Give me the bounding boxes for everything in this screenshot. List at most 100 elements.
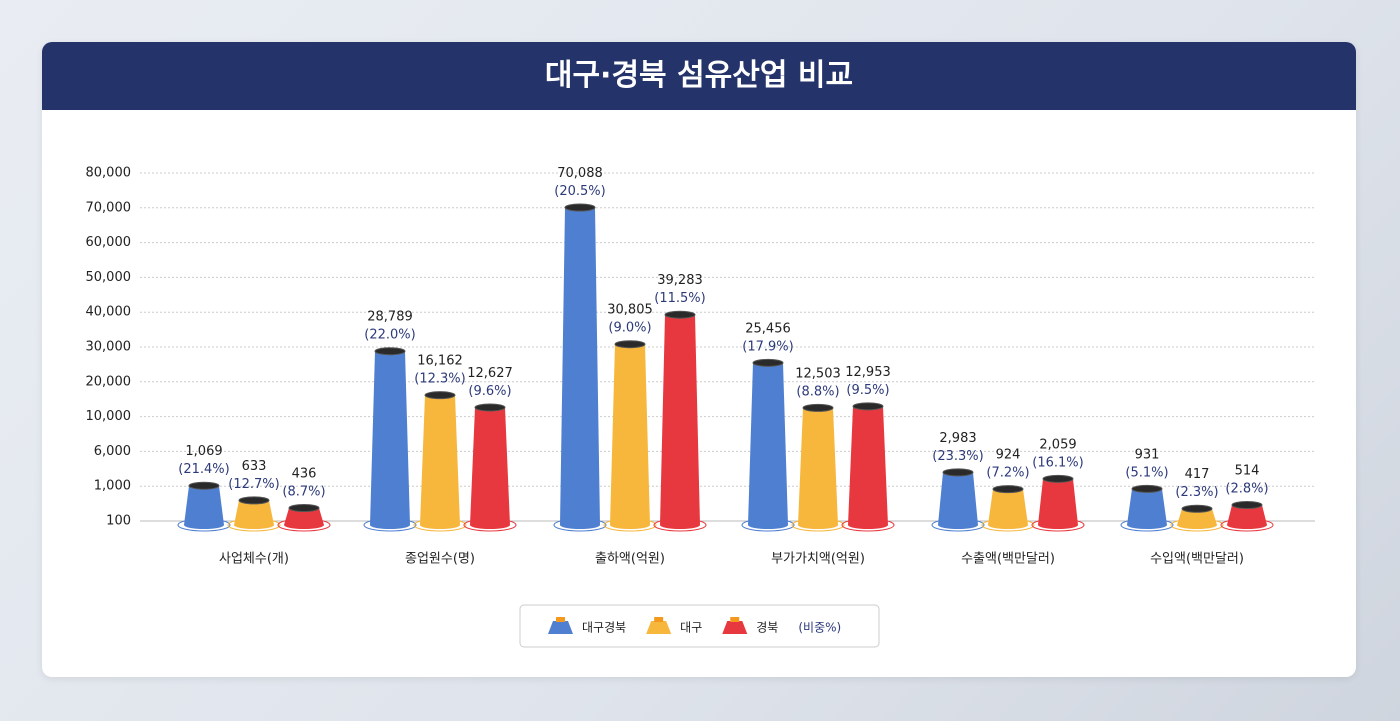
value-label: 25,456 (745, 321, 791, 336)
bar (938, 472, 978, 529)
value-label: 924 (996, 448, 1021, 463)
share-label: (12.3%) (414, 372, 465, 387)
bar (370, 351, 410, 529)
bar-top (1181, 504, 1213, 513)
bar-top (992, 485, 1024, 494)
value-label: 2,983 (939, 431, 976, 446)
value-label: 633 (242, 459, 267, 474)
bar-top (664, 310, 696, 319)
bar-top (942, 468, 974, 477)
bar-top (752, 358, 784, 367)
bar-top (1042, 474, 1074, 483)
share-label: (21.4%) (178, 462, 229, 477)
value-label: 12,503 (795, 366, 841, 381)
bar-top (238, 496, 270, 505)
share-label: (2.3%) (1175, 485, 1218, 500)
y-tick-label: 20,000 (86, 374, 132, 389)
share-label: (9.5%) (846, 383, 889, 398)
legend-label: 경북 (756, 621, 778, 635)
share-label: (17.9%) (742, 339, 793, 354)
legend-icon-top (654, 617, 664, 622)
share-label: (7.2%) (986, 466, 1029, 481)
bar-top (614, 340, 646, 349)
share-label: (11.5%) (654, 291, 705, 306)
bar-top (564, 203, 596, 212)
bar (660, 314, 700, 529)
share-label: (23.3%) (932, 449, 983, 464)
value-label: 436 (292, 467, 317, 482)
x-tick-label: 부가가치액(억원) (771, 552, 865, 567)
bar (848, 406, 888, 529)
bar (1227, 504, 1267, 529)
y-tick-label: 70,000 (86, 200, 132, 215)
value-label: 1,069 (185, 444, 222, 459)
y-tick-label: 100 (106, 514, 131, 529)
y-tick-label: 80,000 (86, 166, 132, 181)
value-label: 2,059 (1039, 437, 1076, 452)
legend-icon-top (556, 617, 565, 622)
y-tick-label: 30,000 (86, 340, 132, 355)
y-tick-label: 6,000 (94, 444, 131, 459)
value-label: 70,088 (557, 166, 603, 181)
bar-top (802, 403, 834, 412)
bar-top (374, 347, 406, 356)
bar (470, 407, 510, 529)
bar (1177, 508, 1217, 529)
share-label: (12.7%) (228, 477, 279, 492)
x-tick-label: 수출액(백만달러) (961, 552, 1055, 567)
bar-top (288, 504, 320, 513)
value-label: 514 (1235, 463, 1260, 478)
bar-top (852, 402, 884, 411)
share-label: (9.0%) (608, 321, 651, 336)
y-tick-label: 60,000 (86, 235, 132, 250)
x-tick-label: 출하액(억원) (595, 552, 665, 567)
bar-top (474, 403, 506, 412)
bar (560, 207, 600, 529)
bar (798, 407, 838, 529)
bar (284, 508, 324, 529)
value-label: 28,789 (367, 310, 413, 325)
value-label: 39,283 (657, 273, 703, 288)
share-label: (9.6%) (468, 384, 511, 399)
value-label: 16,162 (417, 354, 463, 369)
x-tick-label: 수입액(백만달러) (1150, 552, 1244, 567)
y-tick-label: 40,000 (86, 305, 132, 320)
chart-title: 대구·경북 섬유산업 비교 (42, 42, 1356, 110)
bar-top (188, 481, 220, 490)
y-tick-label: 50,000 (86, 270, 132, 285)
legend-icon (646, 621, 672, 634)
bar (748, 362, 788, 529)
y-tick-label: 10,000 (86, 409, 132, 424)
legend-note: (비중%) (798, 621, 841, 635)
legend-label: 대구 (680, 621, 702, 635)
share-label: (2.8%) (1225, 481, 1268, 496)
legend-icon (722, 621, 748, 634)
bar (420, 395, 460, 529)
legend-label: 대구경북 (582, 621, 626, 635)
card: 대구·경북 섬유산업 비교 (42, 42, 1356, 677)
share-label: (22.0%) (364, 328, 415, 343)
bar (1127, 488, 1167, 529)
value-label: 417 (1185, 467, 1210, 482)
value-label: 30,805 (607, 303, 653, 318)
share-label: (20.5%) (554, 184, 605, 199)
bar (234, 500, 274, 529)
value-label: 12,627 (467, 366, 513, 381)
bar (1038, 478, 1078, 529)
bar (184, 485, 224, 529)
x-tick-label: 사업체수(개) (219, 552, 289, 567)
bar (610, 344, 650, 529)
legend-icon-top (730, 617, 740, 622)
share-label: (16.1%) (1032, 455, 1083, 470)
legend-box (519, 604, 880, 648)
value-label: 931 (1135, 447, 1160, 462)
bar-top (424, 391, 456, 400)
legend-icon (548, 621, 573, 634)
x-tick-label: 종업원수(명) (405, 552, 475, 567)
value-label: 12,953 (845, 365, 891, 380)
share-label: (8.8%) (796, 384, 839, 399)
bar-top (1231, 500, 1263, 509)
share-label: (8.7%) (282, 485, 325, 500)
